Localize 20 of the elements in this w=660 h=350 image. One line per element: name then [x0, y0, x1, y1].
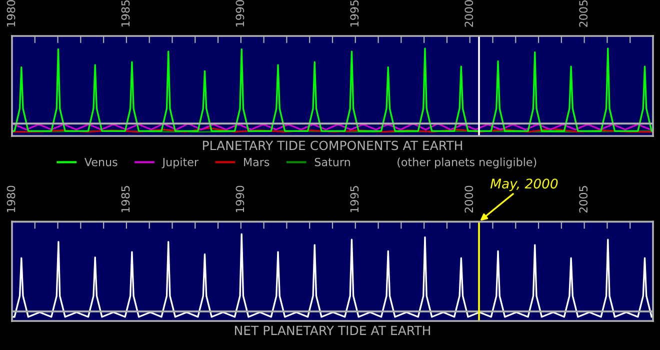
legend-label: Venus — [84, 158, 118, 166]
x-tick-label: 2005 — [579, 0, 588, 27]
x-tick-label: 2000 — [464, 0, 474, 27]
x-tick-label: 1990 — [236, 0, 244, 26]
x-tick-label: 1980 — [6, 186, 16, 212]
legend-label: Mars — [244, 158, 270, 166]
text: PLANETARY TIDE COMPONENTS AT EARTH — [203, 140, 462, 150]
x-tick-label: 1995 — [350, 186, 359, 212]
x-tick-label: 1995 — [350, 0, 359, 26]
text: (other planets negligible) — [398, 158, 536, 168]
x-tick-label: 1980 — [6, 0, 16, 26]
text: NET PLANETARY TIDE AT EARTH — [235, 326, 430, 335]
ref-line-label: May, 2000 — [490, 178, 558, 192]
x-tick-label: 1985 — [121, 0, 130, 26]
legend-label: Saturn — [314, 158, 350, 166]
x-tick-label: 1990 — [236, 186, 244, 212]
x-tick-label: 1985 — [121, 186, 130, 212]
x-tick-label: 2005 — [579, 186, 588, 213]
legend-label: Jupiter — [162, 158, 199, 168]
x-tick-label: 2000 — [464, 186, 474, 213]
